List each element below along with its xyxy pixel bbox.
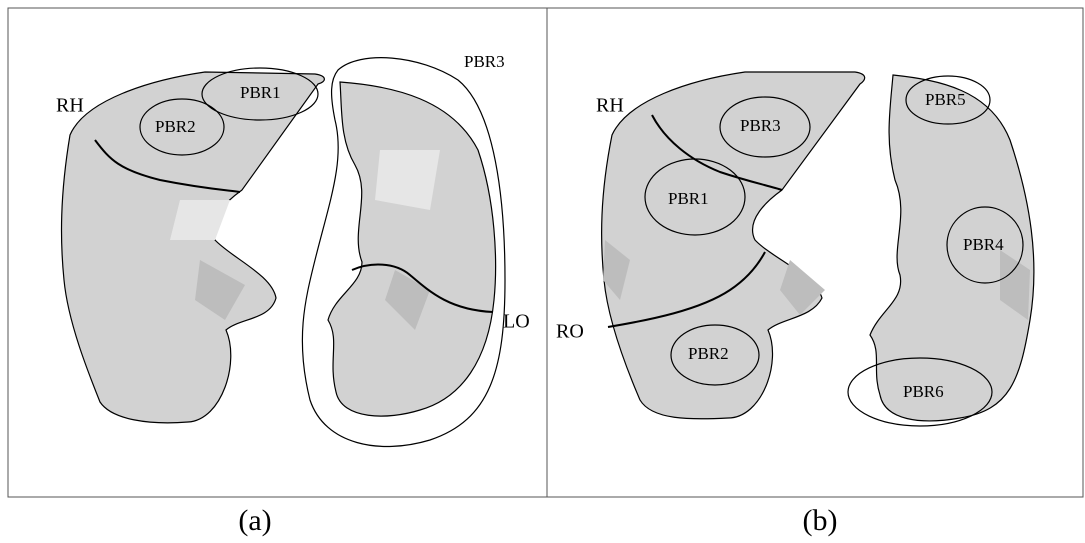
label: RH <box>596 95 624 117</box>
left-lung <box>870 75 1034 421</box>
label: PBR2 <box>688 344 729 363</box>
label: RO <box>556 321 584 343</box>
label: PBR2 <box>155 117 196 136</box>
caption: (a) <box>238 504 271 537</box>
panel-b: RH RO PBR1 PBR2 PBR3 PBR4 PBR5 PBR6 (b) <box>556 72 1034 537</box>
caption: (b) <box>803 504 838 537</box>
label: PBR5 <box>925 90 966 109</box>
label: PBR1 <box>668 189 709 208</box>
right-lung <box>602 72 865 419</box>
shade <box>375 150 440 210</box>
label: RH <box>56 95 84 117</box>
label: PBR3 <box>464 52 505 71</box>
left-lung <box>328 82 496 416</box>
label: PBR3 <box>740 116 781 135</box>
label: PBR6 <box>903 382 944 401</box>
label: LO <box>503 311 530 333</box>
shade <box>170 200 230 240</box>
label: PBR4 <box>963 235 1004 254</box>
panel-a: RH PBR1 PBR2 PBR3 LO (a) <box>56 52 530 537</box>
label: PBR1 <box>240 83 281 102</box>
figure: RH PBR1 PBR2 PBR3 LO (a) RH RO PBR1 PBR2… <box>0 0 1085 543</box>
